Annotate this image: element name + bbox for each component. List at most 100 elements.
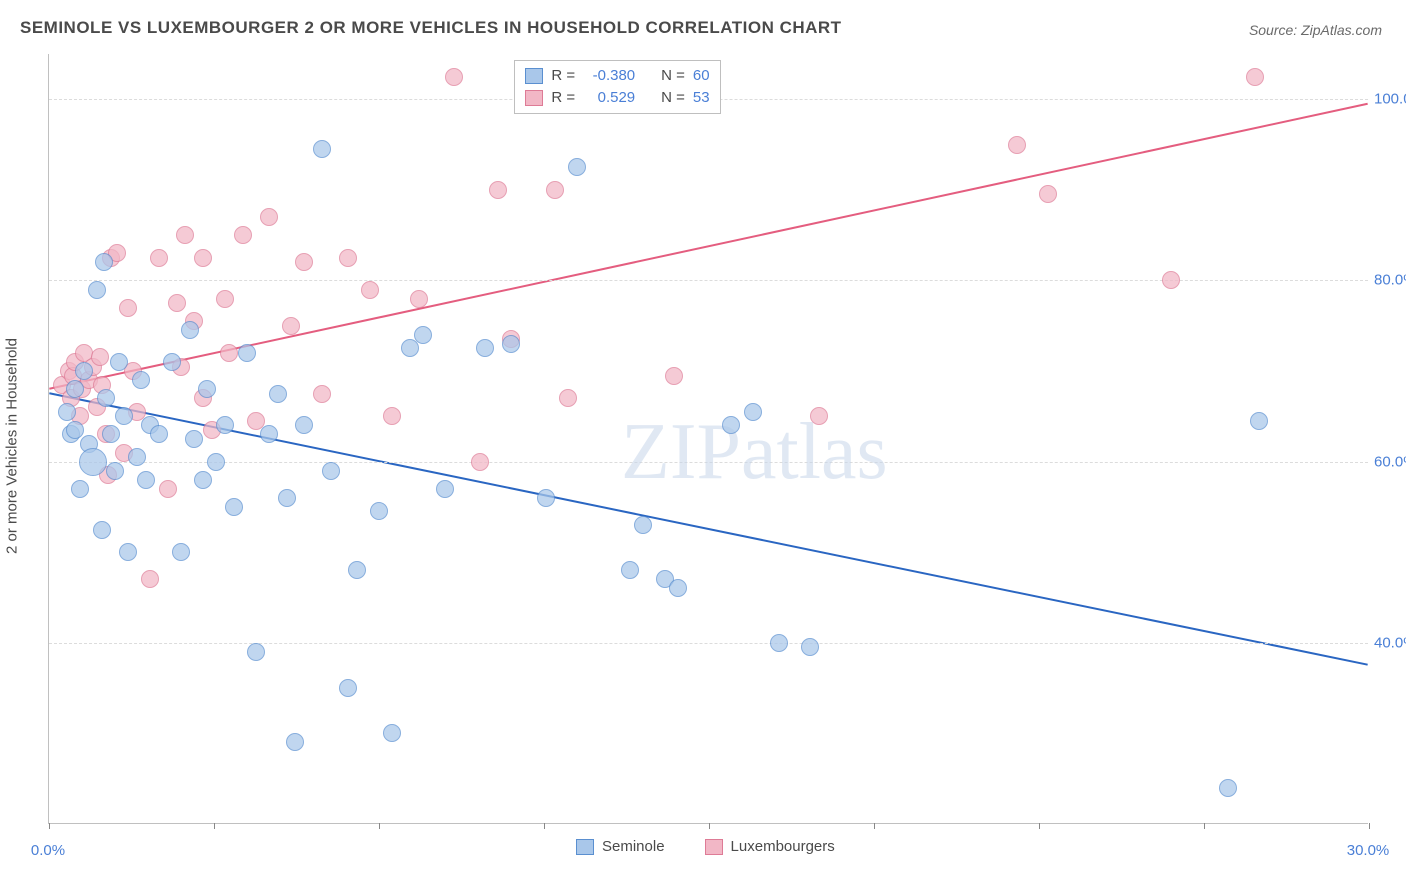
seminole-point bbox=[102, 425, 120, 443]
seminole-point bbox=[66, 380, 84, 398]
seminole-point bbox=[119, 543, 137, 561]
luxembourgers-point bbox=[489, 181, 507, 199]
seminole-point bbox=[1219, 779, 1237, 797]
seminole-point bbox=[97, 389, 115, 407]
seminole-point bbox=[383, 724, 401, 742]
seminole-point bbox=[260, 425, 278, 443]
seminole-point bbox=[1250, 412, 1268, 430]
correlation-legend: R =-0.380N =60R =0.529N =53 bbox=[514, 60, 720, 114]
seminole-point bbox=[269, 385, 287, 403]
luxembourgers-point bbox=[665, 367, 683, 385]
seminole-point bbox=[110, 353, 128, 371]
luxembourgers-point bbox=[383, 407, 401, 425]
trend-lines bbox=[49, 54, 1368, 823]
seminole-point bbox=[216, 416, 234, 434]
seminole-point bbox=[93, 521, 111, 539]
seminole-point bbox=[88, 281, 106, 299]
seminole-point bbox=[621, 561, 639, 579]
seminole-point bbox=[172, 543, 190, 561]
n-value: 53 bbox=[693, 87, 710, 109]
seminole-point bbox=[414, 326, 432, 344]
y-tick-label: 60.0% bbox=[1374, 453, 1406, 470]
luxembourgers-point bbox=[168, 294, 186, 312]
legend-label: Seminole bbox=[602, 838, 665, 855]
seminole-point bbox=[568, 158, 586, 176]
luxembourgers-point bbox=[295, 253, 313, 271]
luxembourgers-point bbox=[313, 385, 331, 403]
seminole-point bbox=[295, 416, 313, 434]
x-tick bbox=[1204, 823, 1205, 829]
seminole-point bbox=[401, 339, 419, 357]
x-tick bbox=[544, 823, 545, 829]
x-tick bbox=[1369, 823, 1370, 829]
n-label: N = bbox=[661, 87, 685, 109]
y-tick-label: 80.0% bbox=[1374, 272, 1406, 289]
luxembourgers-swatch bbox=[525, 90, 543, 106]
seminole-swatch bbox=[525, 68, 543, 84]
seminole-point bbox=[286, 733, 304, 751]
luxembourgers-point bbox=[260, 208, 278, 226]
x-tick bbox=[49, 823, 50, 829]
r-label: R = bbox=[551, 65, 575, 87]
seminole-point bbox=[339, 679, 357, 697]
seminole-point bbox=[476, 339, 494, 357]
luxembourgers-point bbox=[141, 570, 159, 588]
luxembourgers-point bbox=[1039, 185, 1057, 203]
seminole-point bbox=[163, 353, 181, 371]
luxembourgers-point bbox=[546, 181, 564, 199]
x-tick-label-max: 30.0% bbox=[1347, 842, 1390, 859]
luxembourgers-point bbox=[361, 281, 379, 299]
source-attribution: Source: ZipAtlas.com bbox=[1249, 22, 1382, 38]
seminole-point bbox=[128, 448, 146, 466]
seminole-point bbox=[75, 362, 93, 380]
legend-row-seminole: R =-0.380N =60 bbox=[525, 65, 709, 87]
seminole-point bbox=[537, 489, 555, 507]
luxembourgers-point bbox=[339, 249, 357, 267]
luxembourgers-point bbox=[216, 290, 234, 308]
seminole-point bbox=[95, 253, 113, 271]
gridline bbox=[49, 462, 1368, 463]
seminole-point bbox=[225, 498, 243, 516]
seminole-swatch bbox=[576, 839, 594, 855]
x-tick bbox=[709, 823, 710, 829]
seminole-point bbox=[185, 430, 203, 448]
seminole-point bbox=[115, 407, 133, 425]
seminole-point bbox=[194, 471, 212, 489]
seminole-point bbox=[669, 579, 687, 597]
luxembourgers-point bbox=[176, 226, 194, 244]
seminole-point bbox=[348, 561, 366, 579]
r-value: 0.529 bbox=[583, 87, 635, 109]
seminole-point bbox=[150, 425, 168, 443]
n-label: N = bbox=[661, 65, 685, 87]
seminole-point bbox=[238, 344, 256, 362]
x-tick bbox=[874, 823, 875, 829]
legend-item-luxembourgers: Luxembourgers bbox=[705, 838, 835, 855]
seminole-point bbox=[198, 380, 216, 398]
seminole-point bbox=[71, 480, 89, 498]
seminole-point bbox=[722, 416, 740, 434]
seminole-point bbox=[801, 638, 819, 656]
luxembourgers-point bbox=[234, 226, 252, 244]
luxembourgers-point bbox=[194, 249, 212, 267]
seminole-point bbox=[436, 480, 454, 498]
n-value: 60 bbox=[693, 65, 710, 87]
seminole-point bbox=[322, 462, 340, 480]
luxembourgers-point bbox=[559, 389, 577, 407]
x-tick bbox=[379, 823, 380, 829]
chart-title: SEMINOLE VS LUXEMBOURGER 2 OR MORE VEHIC… bbox=[20, 18, 842, 38]
x-tick bbox=[1039, 823, 1040, 829]
seminole-point bbox=[634, 516, 652, 534]
luxembourgers-point bbox=[159, 480, 177, 498]
legend-item-seminole: Seminole bbox=[576, 838, 665, 855]
luxembourgers-point bbox=[150, 249, 168, 267]
seminole-point bbox=[370, 502, 388, 520]
luxembourgers-point bbox=[119, 299, 137, 317]
seminole-point bbox=[207, 453, 225, 471]
legend-row-luxembourgers: R =0.529N =53 bbox=[525, 87, 709, 109]
luxembourgers-point bbox=[410, 290, 428, 308]
scatter-plot: 40.0%60.0%80.0%100.0%ZIPatlas bbox=[48, 54, 1368, 824]
seminole-point bbox=[79, 448, 107, 476]
seminole-point bbox=[744, 403, 762, 421]
luxembourgers-point bbox=[810, 407, 828, 425]
legend-bottom: Seminole Luxembourgers bbox=[576, 838, 835, 855]
